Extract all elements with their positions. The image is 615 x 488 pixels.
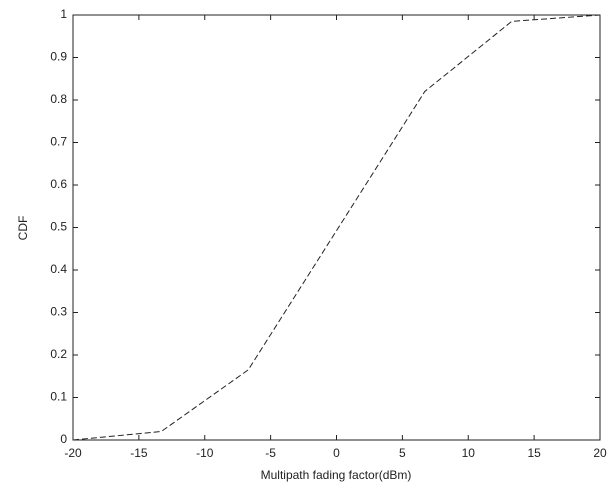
x-tick-label: 5 xyxy=(399,446,406,460)
x-tick-label: -20 xyxy=(64,446,82,460)
x-tick-label: 0 xyxy=(333,446,340,460)
y-tick-label: 0 xyxy=(60,432,67,446)
x-tick-label: 20 xyxy=(593,446,607,460)
y-tick-label: 0.6 xyxy=(50,177,67,191)
y-tick-label: 0.1 xyxy=(50,390,67,404)
y-tick-label: 0.7 xyxy=(50,135,67,149)
y-tick-label: 0.5 xyxy=(50,220,67,234)
x-tick-label: -15 xyxy=(130,446,148,460)
x-tick-label: 15 xyxy=(527,446,541,460)
x-tick-label: 10 xyxy=(462,446,476,460)
y-tick-label: 1 xyxy=(60,7,67,21)
y-tick-label: 0.3 xyxy=(50,305,67,319)
y-tick-label: 0.2 xyxy=(50,347,67,361)
x-tick-label: -5 xyxy=(265,446,276,460)
data-line xyxy=(72,14,601,441)
x-tick-label: -10 xyxy=(196,446,214,460)
y-tick-label: 0.8 xyxy=(50,92,67,106)
y-tick-label: 0.4 xyxy=(50,262,67,276)
y-axis-label: CDF xyxy=(16,216,30,241)
plot-frame xyxy=(72,14,601,441)
y-tick-label: 0.9 xyxy=(50,50,67,64)
x-axis-label: Multipath fading factor(dBm) xyxy=(261,468,412,482)
